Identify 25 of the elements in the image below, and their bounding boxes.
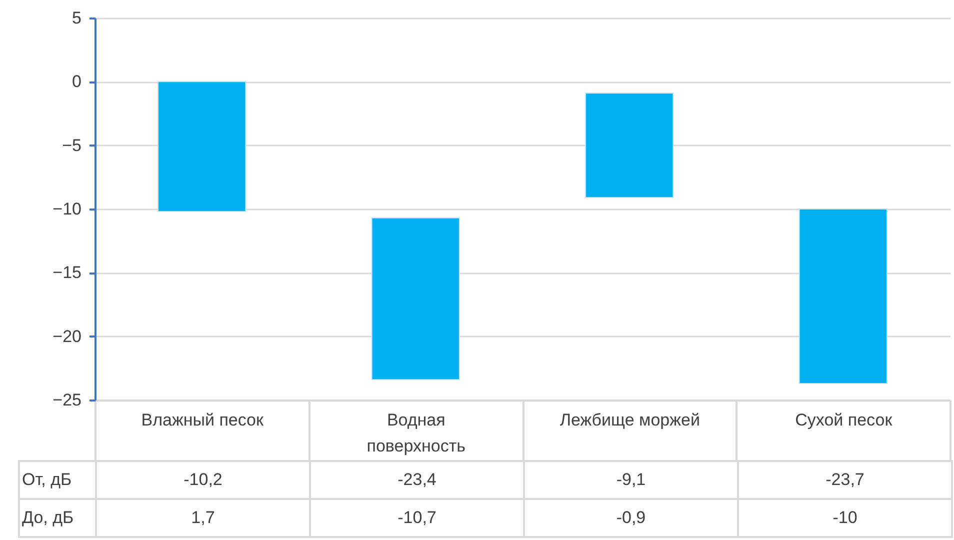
x-tick-label: Влажный песок: [141, 410, 264, 430]
bar: [798, 208, 888, 384]
bar: [585, 92, 674, 198]
text: От, дБ: [19, 461, 96, 499]
text: -23,4: [310, 461, 524, 499]
text: -9,1: [524, 461, 738, 499]
x-tick-label: Сухой песок: [795, 410, 893, 430]
x-tick-label: Лежбище моржей: [560, 410, 700, 430]
y-tick-label: 5: [72, 8, 82, 28]
y-tick-label: −5: [62, 136, 82, 155]
text: -10,7: [310, 499, 524, 537]
y-tick-label: −20: [52, 326, 82, 346]
bar: [371, 217, 460, 380]
bar: [158, 81, 246, 212]
y-tick-label: −25: [52, 390, 82, 410]
text: -10,2: [96, 461, 310, 499]
text: 1,7: [96, 499, 310, 537]
y-tick-label: −10: [52, 200, 82, 218]
text: -23,7: [738, 461, 952, 499]
y-tick-label: −15: [52, 263, 82, 282]
x-tick-label: Водная поверхность: [366, 410, 466, 456]
text: До, дБ: [19, 499, 96, 537]
text: -10: [738, 499, 952, 537]
y-tick-label: 0: [72, 72, 82, 92]
text: -0,9: [524, 499, 738, 537]
